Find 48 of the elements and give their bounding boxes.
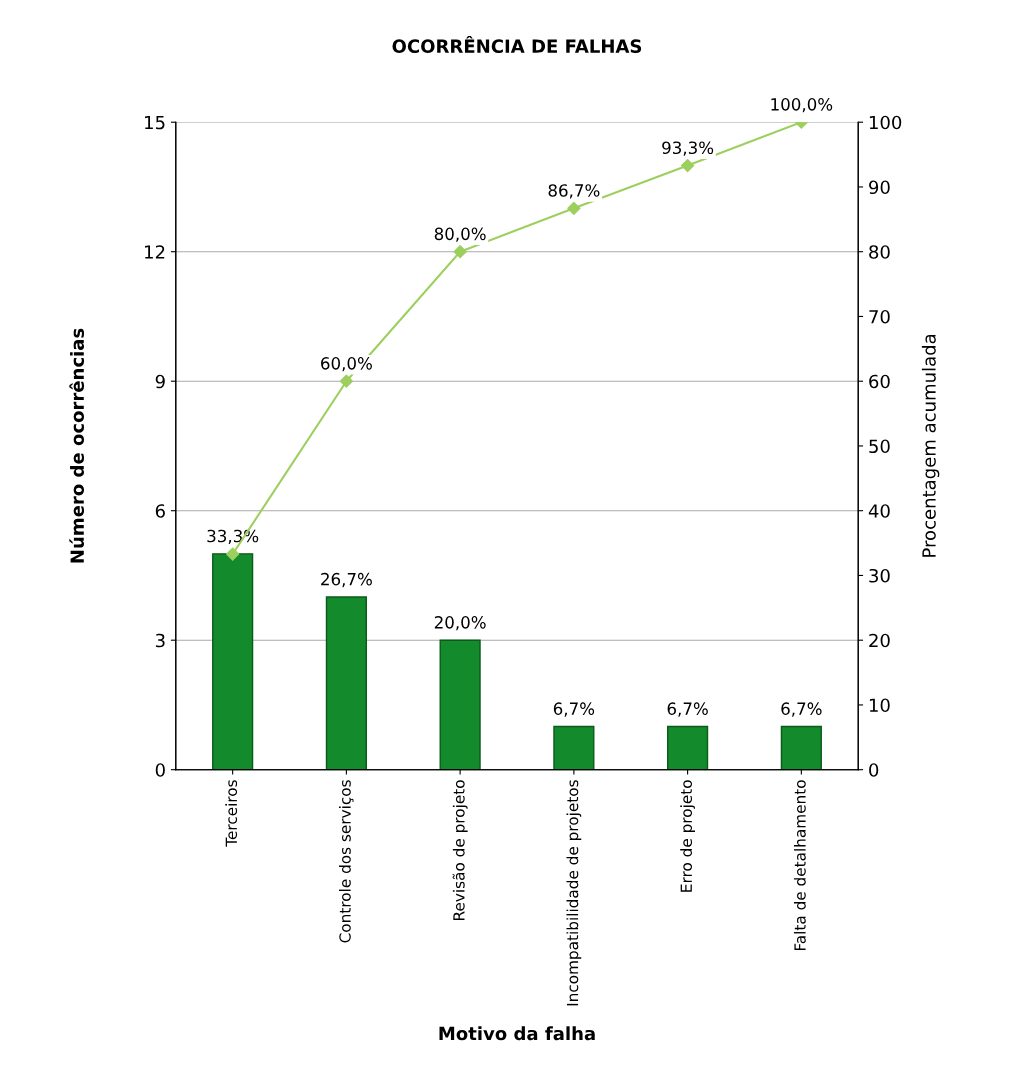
annotation: 6,7% — [781, 702, 822, 717]
annotation: 6,7% — [667, 702, 708, 717]
y2-axis-title: Procentagem acumulada — [921, 334, 940, 557]
y-tick-label: 12 — [145, 245, 165, 259]
x-tick-label: Falta de detalhamento — [793, 780, 806, 951]
data-label: 60,0% — [321, 357, 372, 372]
bar — [553, 725, 595, 770]
chart-title: OCORRÊNCIA DE FALHAS — [392, 36, 642, 54]
y-tick-label: 9 — [155, 374, 165, 389]
y2-tick-label: 20 — [869, 633, 890, 648]
y2-tick-label: 30 — [869, 568, 890, 583]
data-label: 80,0% — [434, 227, 486, 242]
bar — [780, 725, 822, 770]
bar — [325, 596, 367, 770]
point — [681, 159, 695, 173]
x-tick-label: Revisão de projeto — [452, 780, 468, 920]
point — [226, 547, 240, 561]
data-label: 93,3% — [662, 141, 714, 156]
bar — [439, 639, 481, 770]
bar — [212, 553, 254, 770]
y2-tick-label: 100 — [869, 115, 902, 130]
y-tick-label: 15 — [145, 115, 165, 130]
y-tick-label: 3 — [155, 633, 165, 648]
y2-tick-label: 0 — [869, 763, 879, 777]
x-tick-label: Terceiros — [225, 780, 238, 847]
y2-tick-label: 80 — [869, 245, 890, 259]
y2-tick-label: 50 — [869, 439, 890, 454]
y2-tick-label: 60 — [869, 374, 890, 389]
y-axis-title: Número de ocorrências — [69, 328, 85, 563]
y2-tick-label: 10 — [869, 698, 890, 713]
annotation: 26,7% — [321, 572, 372, 588]
data-label: 86,7% — [548, 184, 600, 199]
x-tick-label: Incompatibilidade de projetos — [566, 780, 582, 1006]
bar — [667, 725, 709, 770]
point — [339, 374, 353, 388]
y2-tick-label: 40 — [868, 504, 890, 518]
annotation: 20,0% — [434, 616, 486, 631]
x-tick-label: Erro de projeto — [680, 780, 695, 892]
y-tick-label: 6 — [155, 504, 165, 518]
point — [453, 245, 467, 259]
y2-tick-label: 70 — [869, 309, 890, 324]
x-tick-label: Controle dos serviços — [339, 780, 354, 943]
y2-tick-label: 90 — [869, 180, 890, 195]
y-tick-label: 0 — [155, 763, 165, 777]
data-label: 100,0% — [771, 98, 833, 113]
point — [567, 201, 581, 215]
x-axis-title: Motivo da falha — [439, 1026, 595, 1041]
annotation: 6,7% — [553, 702, 595, 717]
